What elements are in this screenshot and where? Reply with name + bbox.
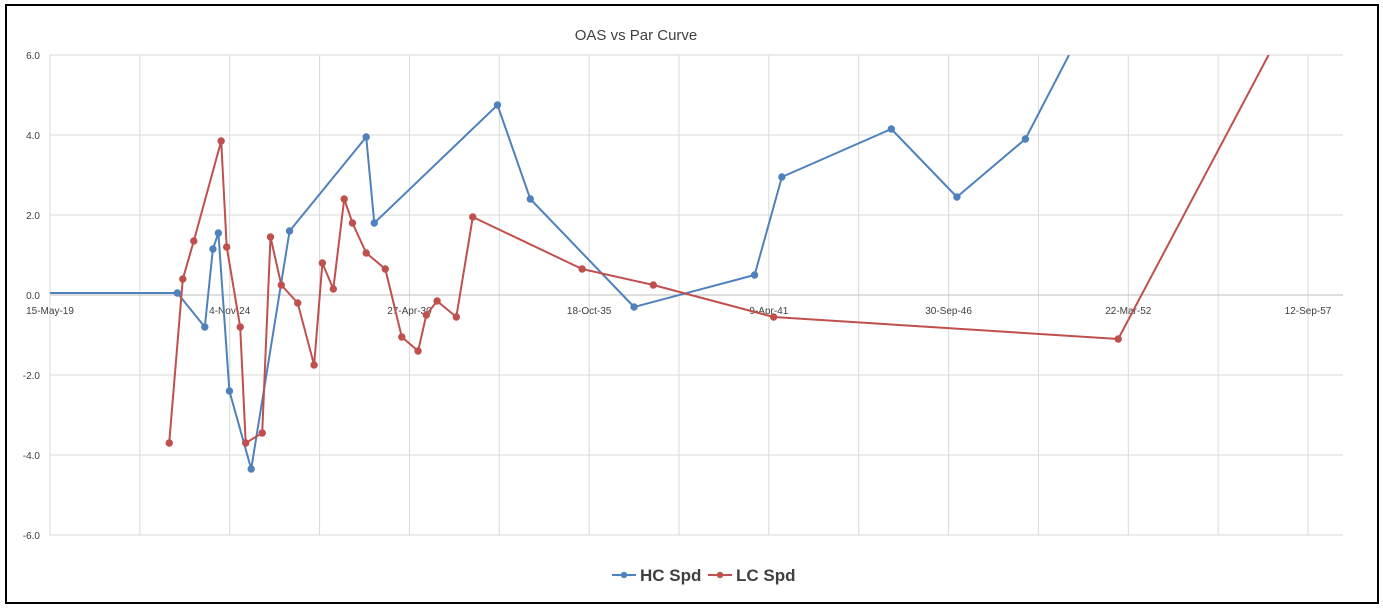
data-point: [1021, 135, 1030, 143]
data-point: [225, 387, 234, 395]
data-point: [750, 271, 759, 279]
data-point: [370, 219, 378, 227]
x-tick-label: 4-Nov-24: [209, 306, 251, 317]
x-tick-label: 15-May-19: [26, 306, 74, 317]
data-point: [214, 229, 223, 237]
data-point: [294, 299, 302, 307]
x-tick-label: 27-Apr-30: [387, 306, 432, 317]
legend: HC Spd LC Spd: [612, 566, 796, 585]
data-point: [887, 125, 896, 133]
data-point: [452, 313, 461, 321]
data-point: [258, 429, 266, 437]
y-tick-label: 4.0: [26, 131, 40, 142]
data-point: [953, 193, 961, 201]
data-point: [414, 347, 422, 355]
data-point: [310, 361, 318, 369]
data-point: [165, 439, 173, 447]
x-tick-label: 22-Mar-52: [1105, 306, 1152, 317]
data-point: [209, 245, 217, 253]
legend-marker: [620, 571, 628, 579]
x-tick-label: 30-Sep-46: [925, 306, 972, 317]
legend-item: HC Spd: [612, 566, 701, 585]
series-hc-spd: [50, 55, 1070, 473]
legend-item: LC Spd: [708, 566, 796, 585]
data-point: [217, 137, 225, 145]
y-tick-label: 2.0: [26, 211, 40, 222]
data-point: [362, 249, 370, 257]
data-point: [236, 323, 244, 331]
data-point: [277, 281, 285, 289]
data-point: [526, 195, 534, 203]
legend-label: HC Spd: [640, 566, 701, 585]
data-point: [578, 265, 586, 273]
data-point: [778, 173, 786, 181]
x-tick-label: 9-Apr-41: [749, 306, 788, 317]
chart-title: OAS vs Par Curve: [575, 27, 698, 44]
axis-layer: 6.0 4.0 2.0 0.0 -2.0 -4.0 -6.0 15-May-19 4-Nov-2…: [23, 51, 1332, 542]
y-tick-label: -4.0: [23, 451, 41, 462]
data-point: [190, 237, 198, 245]
data-point: [493, 101, 502, 109]
data-point: [362, 133, 370, 141]
legend-label: LC Spd: [736, 566, 796, 585]
data-point: [398, 333, 406, 341]
data-point: [469, 213, 477, 221]
data-point: [340, 195, 348, 203]
data-point: [242, 439, 250, 447]
data-point: [318, 259, 327, 267]
x-tick-label: 18-Oct-35: [567, 306, 612, 317]
data-point: [769, 313, 778, 321]
y-tick-label: -6.0: [23, 531, 41, 542]
data-point: [630, 303, 638, 311]
y-tick-label: 0.0: [26, 291, 40, 302]
data-point: [1114, 335, 1122, 343]
y-tick-label: 6.0: [26, 51, 40, 62]
data-point: [285, 227, 294, 235]
data-point: [422, 311, 431, 319]
data-point: [649, 281, 658, 289]
data-point: [247, 465, 255, 473]
data-point: [173, 289, 182, 297]
data-point: [433, 297, 441, 305]
legend-marker: [716, 571, 724, 579]
data-point: [329, 285, 338, 293]
y-tick-label: -2.0: [23, 371, 41, 382]
chart-border: [5, 4, 1379, 604]
data-point: [348, 219, 357, 227]
data-point: [201, 323, 209, 331]
series-lc-spd: [165, 55, 1270, 447]
data-point: [179, 275, 187, 283]
data-point: [381, 265, 389, 273]
x-tick-label: 12-Sep-57: [1285, 306, 1332, 317]
series-layer: [50, 55, 1270, 473]
data-point: [266, 233, 275, 241]
grid-layer: [49, 54, 1343, 536]
data-point: [222, 243, 231, 251]
